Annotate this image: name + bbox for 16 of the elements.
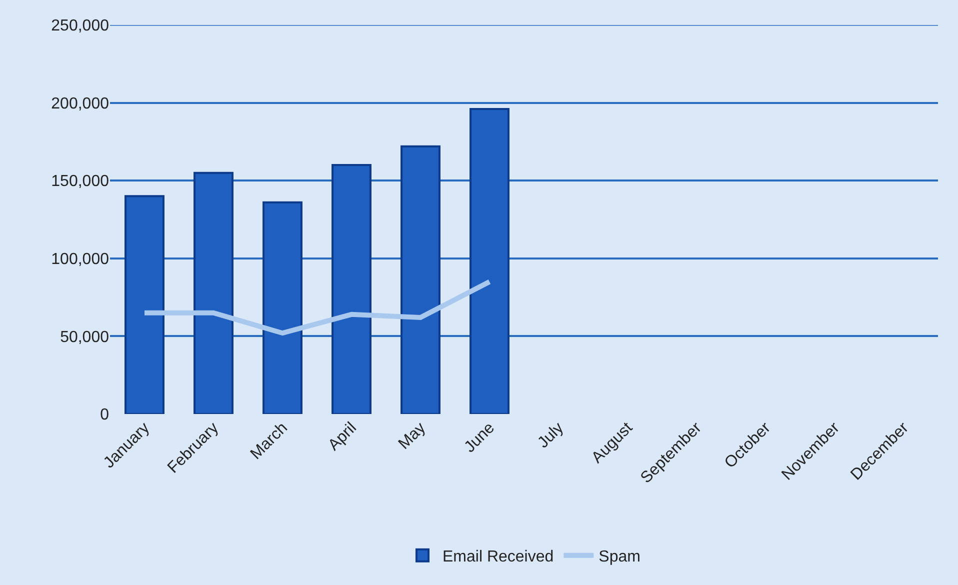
- bar: [124, 195, 164, 414]
- y-tick-label: 100,000: [51, 251, 110, 268]
- y-tick-label: 150,000: [51, 173, 110, 190]
- bar: [470, 108, 510, 414]
- legend-label: Email Received: [442, 548, 554, 566]
- y-tick-label: 50,000: [60, 328, 110, 346]
- y-tick-label: 0: [100, 406, 110, 424]
- bar: [400, 145, 440, 414]
- x-tick-label: May: [396, 419, 429, 453]
- x-tick-label: July: [534, 419, 567, 452]
- y-tick-label: 250,000: [51, 18, 110, 35]
- bar: [194, 172, 234, 414]
- legend-label: Spam: [598, 548, 640, 566]
- bar: [262, 201, 302, 414]
- bar: [332, 164, 372, 414]
- y-tick-label: 200,000: [51, 95, 110, 112]
